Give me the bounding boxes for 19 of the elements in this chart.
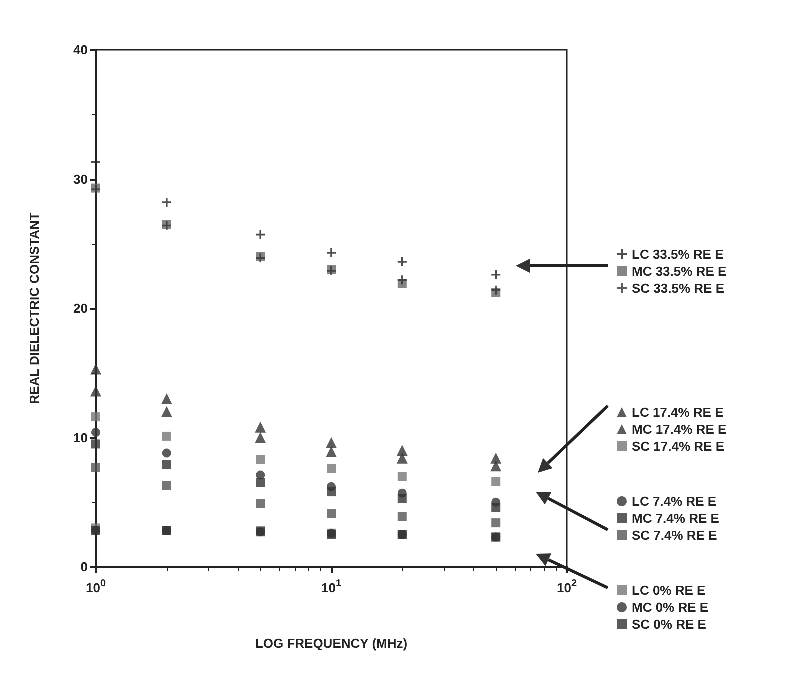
legend-label: MC 7.4% RE E	[632, 511, 720, 526]
legend-label: SC 7.4% RE E	[632, 528, 718, 543]
legend-label: SC 17.4% RE E	[632, 439, 725, 454]
y-tick-label: 0	[80, 560, 88, 574]
y-tick-label: 40	[74, 42, 88, 58]
legend-label: LC 17.4% RE E	[632, 405, 724, 420]
legend-label: LC 33.5% RE E	[632, 247, 724, 262]
legend-label: SC 33.5% RE E	[632, 281, 725, 296]
y-axis-title: REAL DIELECTRIC CONSTANT	[27, 212, 42, 404]
y-tick-label: 20	[74, 301, 88, 316]
legend-label: MC 0% RE E	[632, 600, 709, 615]
legend-label: LC 0% RE E	[632, 583, 706, 598]
legend-label: MC 17.4% RE E	[632, 422, 727, 437]
legend-label: LC 7.4% RE E	[632, 494, 717, 509]
y-tick-label: 10	[74, 430, 88, 446]
legend-label: SC 0% RE E	[632, 617, 707, 632]
x-axis-title: LOG FREQUENCY (MHz)	[255, 636, 408, 651]
legend-label: MC 33.5% RE E	[632, 264, 727, 279]
y-tick-label: 30	[74, 172, 88, 187]
